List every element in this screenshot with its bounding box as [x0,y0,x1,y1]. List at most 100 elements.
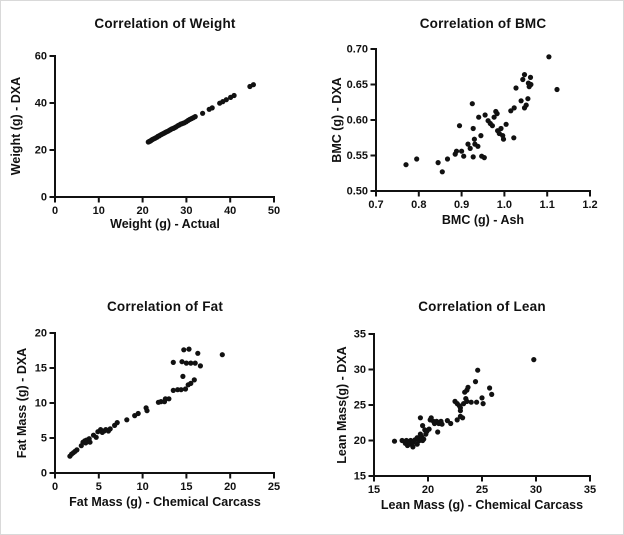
bmc-data-point [523,102,529,108]
fat-y-tick-label: 5 [41,433,47,445]
bmc-data-point [414,156,420,162]
fat-data-point [178,387,184,393]
weight-data-point [200,110,206,116]
weight-scatter-plot: 0 10 20 30 40 50 0 20 40 60 [35,51,280,217]
lean-x-tick-label: 15 [368,484,380,496]
fat-y-axis-label: Fat Mass (g) - DXA [15,347,29,459]
bmc-data-point [508,108,514,114]
fat-data-point [144,408,150,414]
fat-data-point [195,350,201,356]
fat-x-tick-label: 20 [224,481,236,493]
lean-data-point [426,426,432,432]
bmc-data-point [403,162,409,168]
bmc-data-point [500,136,507,142]
lean-data-point [410,444,416,450]
bmc-y-tick-label: 0.65 [347,79,368,91]
lean-data-point [468,399,474,405]
lean-data-point [531,357,537,363]
bmc-data-point [525,96,531,102]
bmc-x-tick-label: 0.7 [368,199,383,211]
bmc-data-point [520,76,526,83]
weight-x-axis-label: Weight (g) - Actual [110,217,220,231]
bmc-scatter-plot: 0.7 0.8 0.9 1.0 1.1 1.2 0.50 0.55 0.60 0.65 0.70 [347,44,598,211]
lean-data-point [480,401,486,407]
bmc-data-point [453,148,460,154]
weight-x-tick-label: 0 [52,205,58,217]
lean-chart-title: Correlation of Lean [418,299,546,314]
fat-data-point [188,360,194,366]
bmc-y-tick-label: 0.55 [347,150,368,162]
lean-x-tick-label: 35 [584,484,596,496]
bmc-x-tick-label: 0.8 [411,199,426,211]
weight-data-point [231,92,237,99]
weight-axes [54,55,275,198]
fat-data-point [188,380,194,386]
bmc-data-point [478,133,484,139]
bmc-data-point [456,123,463,129]
fat-x-tick-label: 5 [96,481,102,493]
bmc-data-point [521,72,528,78]
bmc-data-point [498,125,504,132]
weight-x-tick-label: 30 [180,205,192,217]
bmc-data-point [481,155,487,161]
lean-data-point [464,398,470,404]
bmc-data-point [511,105,517,111]
lean-data-point [421,436,427,442]
fat-data-point [191,377,197,383]
lean-data-point [417,415,423,421]
weight-x-tick-label: 10 [93,205,105,217]
bmc-data-point [470,154,476,160]
weight-y-tick-label: 40 [35,98,47,110]
fat-data-point [179,359,185,365]
fat-data-point [182,386,189,392]
fat-data-point [170,359,176,365]
bmc-data-point [461,153,467,159]
fat-data-point [124,417,130,423]
bmc-data-point [439,169,445,175]
weight-x-tick-label: 20 [136,205,148,217]
weight-y-tick-label: 0 [41,192,47,204]
fat-data-point [87,439,93,445]
fat-data-point [197,363,203,369]
bmc-data-point [469,101,475,107]
bmc-data-point [491,114,497,120]
fat-data-point [181,347,187,353]
fat-data-point [114,420,120,426]
lean-y-tick-label: 15 [354,471,366,483]
fat-y-tick-label: 10 [35,398,47,410]
lean-data-point [403,437,409,444]
bmc-data-point [489,123,495,129]
lean-x-axis-label: Lean Mass (g) - Chemical Carcass [380,498,584,512]
bmc-data-point [546,54,552,60]
lean-y-tick-label: 20 [354,435,366,447]
bmc-x-axis-label: BMC (g) - Ash [441,213,525,227]
bmc-x-tick-label: 1.1 [540,199,555,211]
lean-y-tick-label: 30 [354,364,366,376]
fat-y-tick-label: 20 [35,328,47,340]
bmc-data-point [503,121,509,127]
lean-data-point [487,385,493,391]
lean-data-point [439,421,445,427]
lean-y-tick-label: 35 [354,329,366,341]
weight-x-tick-label: 40 [224,205,236,217]
bmc-data-point [467,145,473,151]
fat-data-point [192,360,198,366]
bmc-data-point [518,98,524,104]
bmc-chart-title: Correlation of BMC [419,16,547,31]
fat-x-axis-label: Fat Mass (g) - Chemical Carcass [69,495,261,509]
fat-data-point [186,346,192,352]
lean-data-point [448,420,454,427]
fat-scatter-plot: 0 5 10 15 20 25 0 5 10 15 20 [35,328,280,493]
weight-data-point [209,105,215,111]
bmc-data-point [528,81,534,88]
bmc-data-point [527,74,534,80]
weight-y-tick-label: 20 [35,145,47,157]
lean-y-tick-label: 25 [354,400,366,412]
bmc-x-tick-label: 0.9 [454,199,469,211]
lean-data-point [460,415,466,421]
fat-chart-title: Correlation of Fat [106,299,224,314]
fat-data-point [107,426,113,432]
bmc-data-point [470,125,476,132]
fat-data-point [135,410,141,417]
